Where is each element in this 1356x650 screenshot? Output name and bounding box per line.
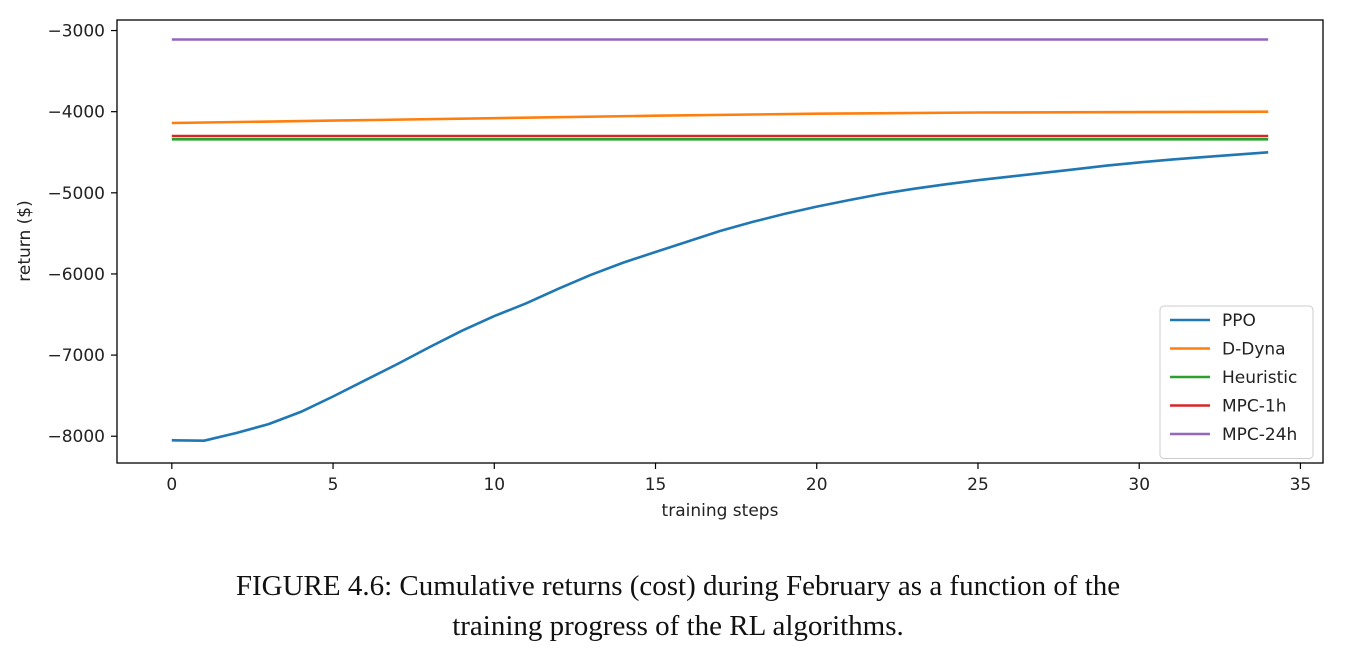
legend-label: PPO (1222, 311, 1256, 331)
legend-label: MPC-1h (1222, 397, 1287, 417)
plot-lines (171, 38, 1269, 443)
y-axis: −3000 −4000 −5000 −6000 −7000 −8000 (47, 22, 117, 447)
x-tick-label: 5 (328, 475, 339, 495)
x-tick-label: 20 (806, 475, 828, 495)
caption-prefix: F (235, 570, 252, 602)
series-line-ppo (171, 151, 1269, 443)
caption-line-1: FIGURE 4.6: Cumulative returns (cost) du… (0, 566, 1356, 606)
legend: PPO D-Dyna Heuristic MPC-1h MPC-24h (1159, 305, 1314, 459)
caption-text-1: 4.6: Cumulative returns (cost) during Fe… (340, 570, 1121, 602)
y-tick-label: −7000 (47, 346, 105, 366)
x-tick-label: 35 (1290, 475, 1312, 495)
y-tick-label: −3000 (47, 22, 105, 42)
x-tick-label: 0 (166, 475, 177, 495)
legend-label: Heuristic (1222, 368, 1297, 388)
x-tick-label: 25 (967, 475, 989, 495)
caption-line-2: training progress of the RL algorithms. (452, 610, 904, 642)
figure-caption: FIGURE 4.6: Cumulative returns (cost) du… (0, 566, 1356, 646)
x-axis-label: training steps (662, 501, 779, 521)
x-tick-label: 15 (645, 475, 667, 495)
legend-label: D-Dyna (1222, 340, 1286, 360)
x-tick-label: 10 (483, 475, 505, 495)
x-tick-label: 30 (1128, 475, 1150, 495)
y-tick-label: −6000 (47, 265, 105, 285)
x-axis: 0 5 10 15 20 25 30 35 (166, 463, 1311, 495)
caption-smallcaps: IGURE (251, 570, 341, 602)
plot-frame (116, 19, 1324, 464)
y-tick-label: −8000 (47, 427, 105, 447)
legend-label: MPC-24h (1222, 425, 1297, 445)
y-tick-label: −4000 (47, 103, 105, 123)
y-axis-label: return ($) (15, 200, 35, 281)
series-line-d-dyna (171, 110, 1269, 125)
y-tick-label: −5000 (47, 184, 105, 204)
legend-box (1159, 305, 1314, 459)
